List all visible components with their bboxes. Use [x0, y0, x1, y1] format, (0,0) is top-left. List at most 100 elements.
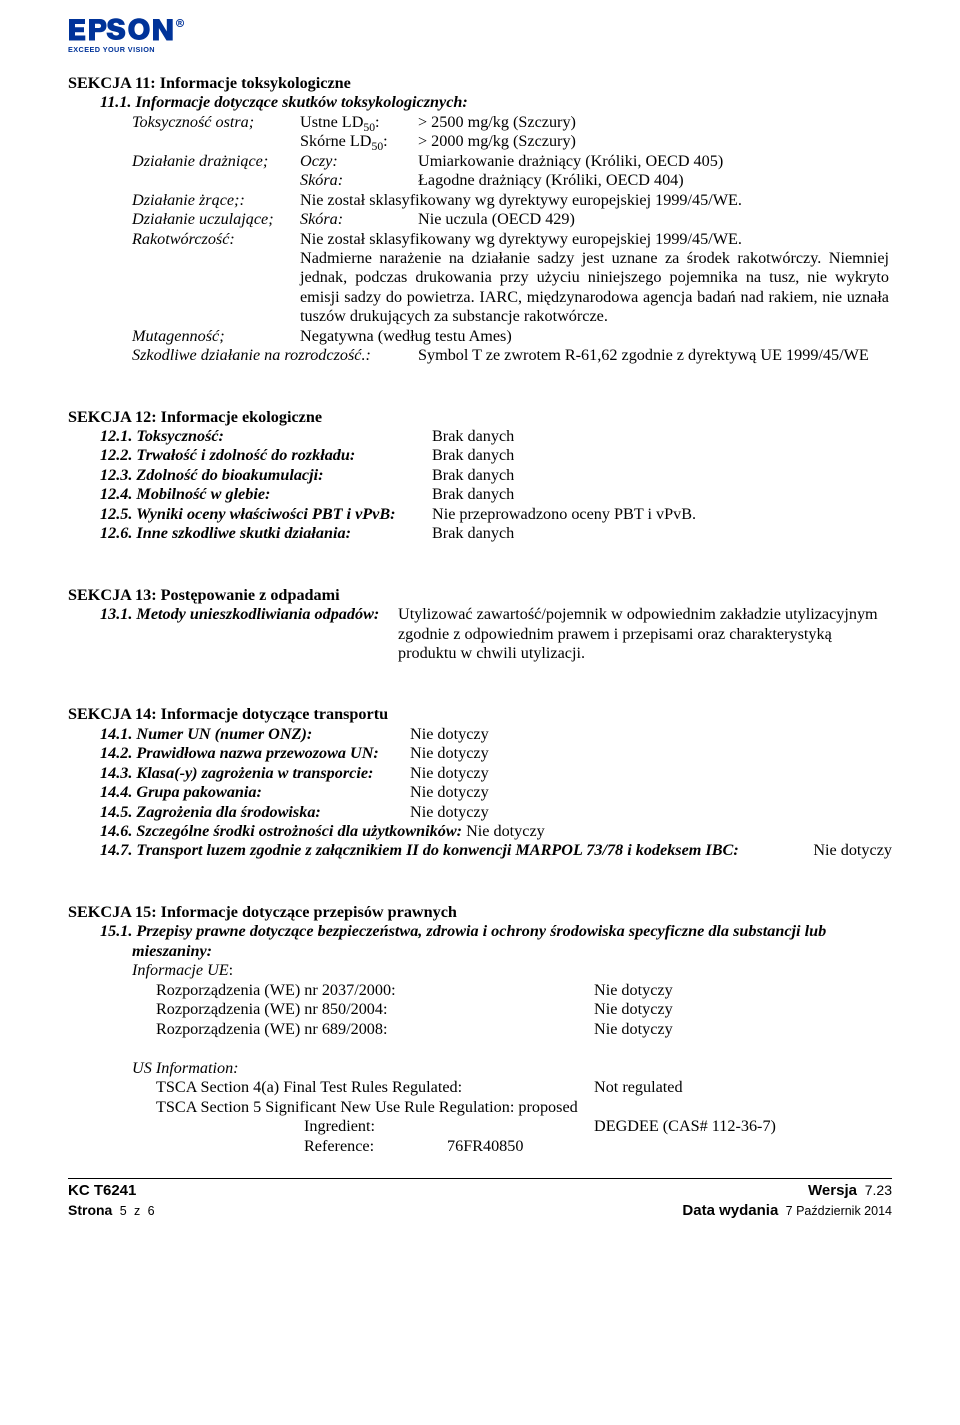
- label-oczy: Oczy:: [300, 152, 418, 171]
- page-footer: KC T6241 Strona 5 z 6 Wersja 7.23 Data w…: [68, 1181, 892, 1222]
- footer-date-label: Data wydania: [682, 1202, 778, 1219]
- page: EXCEED YOUR VISION SEKCJA 11: Informacje…: [0, 0, 960, 1232]
- section-15-ue-row-label: Rozporządzenia (WE) nr 689/2008:: [156, 1020, 594, 1039]
- section-15-ue-row: Rozporządzenia (WE) nr 689/2008:Nie doty…: [156, 1020, 892, 1039]
- ue-info-text: Informacje UE: [132, 961, 229, 979]
- label-tsca4: TSCA Section 4(a) Final Test Rules Regul…: [156, 1078, 594, 1097]
- section-14-row-value: Nie dotyczy: [410, 725, 489, 744]
- value-szkod: Symbol T ze zwrotem R-61,62 zgodnie z dy…: [418, 346, 869, 365]
- label-rako: Rakotwórczość:: [132, 230, 300, 249]
- section-12-row-value: Brak danych: [432, 485, 514, 504]
- section-14-row: 14.5. Zagrożenia dla środowiska:Nie doty…: [100, 803, 892, 822]
- ustne-ld-text: Ustne LD: [300, 113, 363, 131]
- value-14-7: Nie dotyczy: [813, 841, 892, 860]
- row-drazn-oczy: Działanie drażniące; Oczy: Umiarkowanie …: [132, 152, 892, 171]
- row-drazn-skora: Skóra: Łagodne drażniący (Króliki, OECD …: [132, 171, 892, 190]
- row-tox-ostra-ustne: Toksyczność ostra; Ustne LD50: > 2500 mg…: [132, 113, 892, 132]
- section-15: SEKCJA 15: Informacje dotyczące przepisó…: [68, 903, 892, 1156]
- section-12-row-label: 12.1. Toksyczność:: [100, 427, 432, 446]
- section-12-row-value: Brak danych: [432, 466, 514, 485]
- section-12-row-label: 12.3. Zdolność do bioakumulacji:: [100, 466, 432, 485]
- footer-date-value: 7 Październik 2014: [786, 1204, 892, 1218]
- row-rako-1: Rakotwórczość: Nie został sklasyfikowany…: [132, 230, 892, 249]
- section-12-row: 12.3. Zdolność do bioakumulacji:Brak dan…: [100, 466, 892, 485]
- row-tox-ostra-skorne: Skórne LD50: > 2000 mg/kg (Szczury): [132, 132, 892, 151]
- section-12-row-label: 12.5. Wyniki oceny właściwości PBT i vPv…: [100, 505, 432, 524]
- section-11-title: SEKCJA 11: Informacje toksykologiczne: [68, 74, 892, 93]
- footer-divider: [68, 1178, 892, 1179]
- value-skorne: > 2000 mg/kg (Szczury): [418, 132, 576, 151]
- section-15-ue-row-value: Nie dotyczy: [594, 1000, 673, 1019]
- section-15-ue-row: Rozporządzenia (WE) nr 850/2004:Nie doty…: [156, 1000, 892, 1019]
- value-ingredient: DEGDEE (CAS# 112-36-7): [594, 1117, 776, 1136]
- value-rako-1: Nie został sklasyfikowany wg dyrektywy e…: [300, 230, 742, 249]
- section-15-ue-row: Rozporządzenia (WE) nr 2037/2000:Nie dot…: [156, 981, 892, 1000]
- section-14-row-value: Nie dotyczy: [410, 783, 489, 802]
- label-muta: Mutagenność;: [132, 327, 300, 346]
- label-13-1: 13.1. Metody unieszkodliwiania odpadów:: [100, 605, 398, 663]
- skorne-ld-colon: :: [383, 132, 388, 150]
- value-14-6: Nie dotyczy: [466, 822, 545, 840]
- section-13-title: SEKCJA 13: Postępowanie z odpadami: [68, 586, 892, 605]
- skorne-ld-text: Skórne LD: [300, 132, 371, 150]
- section-12-row: 12.2. Trwałość i zdolność do rozkładu:Br…: [100, 446, 892, 465]
- section-14-row: 14.2. Prawidłowa nazwa przewozowa UN:Nie…: [100, 744, 892, 763]
- row-reference: Reference: 76FR40850: [156, 1137, 892, 1156]
- footer-page-current: 5: [120, 1204, 127, 1218]
- section-14-row-label: 14.2. Prawidłowa nazwa przewozowa UN:: [100, 744, 410, 763]
- label-reference: Reference:: [304, 1137, 447, 1156]
- section-12-row-label: 12.6. Inne szkodliwe skutki działania:: [100, 524, 432, 543]
- value-zrace: Nie został sklasyfikowany wg dyrektywy e…: [300, 191, 742, 210]
- section-13: SEKCJA 13: Postępowanie z odpadami 13.1.…: [68, 586, 892, 664]
- row-muta: Mutagenność; Negatywna (według testu Ame…: [132, 327, 892, 346]
- label-ingredient: Ingredient:: [304, 1117, 594, 1136]
- section-12-row: 12.6. Inne szkodliwe skutki działania:Br…: [100, 524, 892, 543]
- row-14-6: 14.6. Szczególne środki ostrożności dla …: [100, 822, 892, 841]
- footer-version-value: 7.23: [865, 1182, 892, 1198]
- section-15-ue-row-label: Rozporządzenia (WE) nr 2037/2000:: [156, 981, 594, 1000]
- row-zrace: Działanie żrące;: Nie został sklasyfikow…: [132, 191, 892, 210]
- row-14-7: 14.7. Transport luzem zgodnie z załączni…: [100, 841, 892, 860]
- label-14-7: 14.7. Transport luzem zgodnie z załączni…: [100, 841, 791, 860]
- section-12: SEKCJA 12: Informacje ekologiczne 12.1. …: [68, 408, 892, 544]
- section-14-title: SEKCJA 14: Informacje dotyczące transpor…: [68, 705, 892, 724]
- label-szkod: Szkodliwe działanie na rozrodczość.:: [132, 346, 418, 365]
- section-11: SEKCJA 11: Informacje toksykologiczne 11…: [68, 74, 892, 366]
- section-15-ue-row-value: Nie dotyczy: [594, 981, 673, 1000]
- section-14-row: 14.3. Klasa(-y) zagrożenia w transporcie…: [100, 764, 892, 783]
- footer-date: Data wydania 7 Październik 2014: [682, 1201, 892, 1221]
- section-12-row-label: 12.4. Mobilność w glebie:: [100, 485, 432, 504]
- epson-logo-svg: [68, 18, 186, 44]
- label-drazn: Działanie drażniące;: [132, 152, 300, 171]
- section-14-row-label: 14.5. Zagrożenia dla środowiska:: [100, 803, 410, 822]
- section-12-row: 12.1. Toksyczność:Brak danych: [100, 427, 892, 446]
- row-tsca4: TSCA Section 4(a) Final Test Rules Regul…: [156, 1078, 892, 1097]
- value-oczy: Umiarkowanie drażniący (Króliki, OECD 40…: [418, 152, 723, 171]
- footer-version: Wersja 7.23: [682, 1181, 892, 1201]
- row-uczul: Działanie uczulające; Skóra: Nie uczula …: [132, 210, 892, 229]
- rako-paragraph: Nadmierne narażenie na działanie sadzy j…: [300, 249, 892, 327]
- value-13-1: Utylizować zawartość/pojemnik w odpowied…: [398, 605, 892, 663]
- section-14: SEKCJA 14: Informacje dotyczące transpor…: [68, 705, 892, 861]
- value-skora: Łagodne drażniący (Króliki, OECD 404): [418, 171, 684, 190]
- section-12-row-value: Brak danych: [432, 427, 514, 446]
- value-uczul: Nie uczula (OECD 429): [418, 210, 575, 229]
- row-tsca5: TSCA Section 5 Significant New Use Rule …: [156, 1098, 892, 1117]
- label-skorne-ld50: Skórne LD50:: [300, 132, 418, 151]
- ue-info-colon: :: [229, 961, 234, 979]
- label-tox-ostra: Toksyczność ostra;: [132, 113, 300, 132]
- value-reference: 76FR40850: [447, 1137, 523, 1156]
- brand-logo: EXCEED YOUR VISION: [68, 18, 892, 54]
- footer-page-label: Strona: [68, 1202, 112, 1218]
- row-szkod: Szkodliwe działanie na rozrodczość.: Sym…: [132, 346, 892, 365]
- label-zrace: Działanie żrące;:: [132, 191, 300, 210]
- section-14-row-label: 14.4. Grupa pakowania:: [100, 783, 410, 802]
- section-14-row: 14.4. Grupa pakowania:Nie dotyczy: [100, 783, 892, 802]
- section-12-row-value: Nie przeprowadzono oceny PBT i vPvB.: [432, 505, 696, 524]
- section-12-title: SEKCJA 12: Informacje ekologiczne: [68, 408, 892, 427]
- section-15-title: SEKCJA 15: Informacje dotyczące przepisó…: [68, 903, 892, 922]
- section-14-row-value: Nie dotyczy: [410, 744, 489, 763]
- label-14-6: 14.6. Szczególne środki ostrożności dla …: [100, 822, 462, 840]
- footer-page-total: 6: [148, 1204, 155, 1218]
- footer-product-code: KC T6241: [68, 1181, 155, 1201]
